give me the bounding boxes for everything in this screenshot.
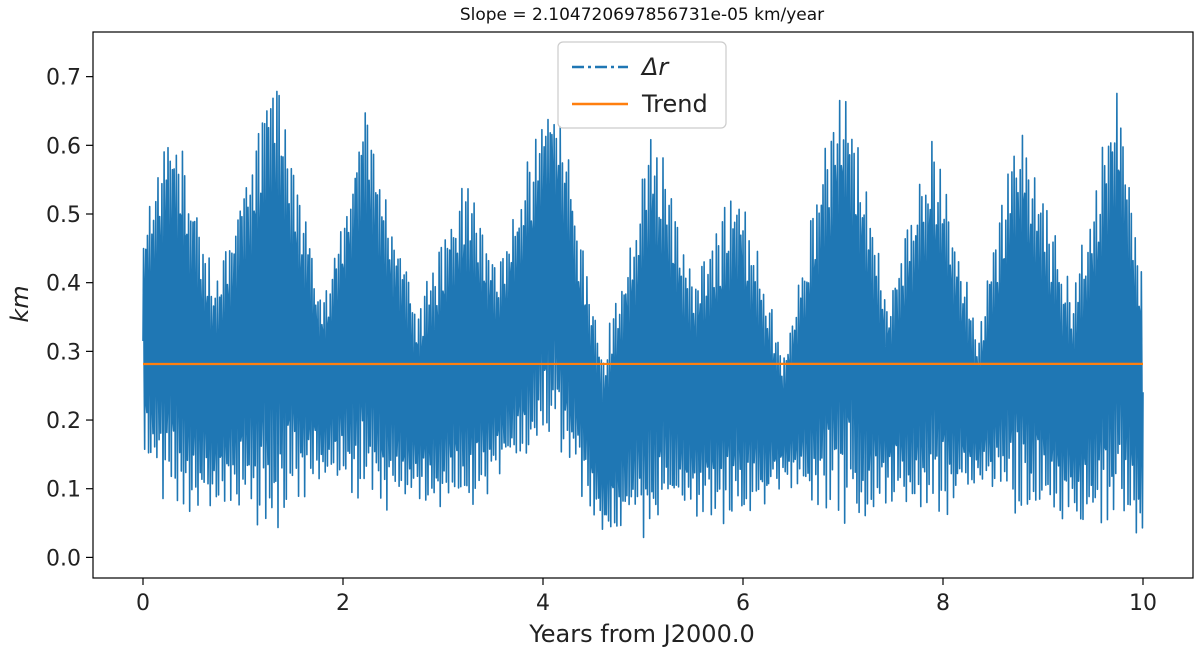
plot-frame xyxy=(92,31,1194,579)
y-tick-label: 0.0 xyxy=(46,546,81,571)
legend: Δr Trend xyxy=(557,41,727,129)
legend-label-trend: Trend xyxy=(641,90,708,118)
y-tick-label: 0.2 xyxy=(46,409,81,434)
x-tick-label: 8 xyxy=(936,591,950,616)
x-axis: 0 2 4 6 8 10 xyxy=(136,578,1157,616)
y-tick-label: 0.5 xyxy=(46,203,81,228)
y-axis-label: km xyxy=(6,285,34,322)
y-tick-label: 0.7 xyxy=(46,66,81,91)
y-tick-label: 0.1 xyxy=(46,478,81,503)
y-tick-label: 0.6 xyxy=(46,134,81,159)
x-tick-label: 0 xyxy=(136,591,150,616)
legend-label-delta-r: Δr xyxy=(640,53,670,81)
chart-title: Slope = 2.104720697856731e-05 km/year xyxy=(460,5,824,25)
legend-box xyxy=(557,41,727,129)
x-tick-label: 6 xyxy=(736,591,750,616)
y-tick-label: 0.4 xyxy=(46,272,81,297)
y-axis: 0.0 0.1 0.2 0.3 0.4 0.5 0.6 0.7 xyxy=(46,66,93,571)
x-tick-label: 4 xyxy=(536,591,550,616)
series-delta-r-line xyxy=(142,90,1144,539)
series-delta-r xyxy=(142,90,1144,539)
y-tick-label: 0.3 xyxy=(46,340,81,365)
x-tick-label: 2 xyxy=(336,591,350,616)
x-axis-label: Years from J2000.0 xyxy=(528,620,754,648)
x-tick-label: 10 xyxy=(1129,591,1157,616)
plot-area xyxy=(92,31,1194,579)
